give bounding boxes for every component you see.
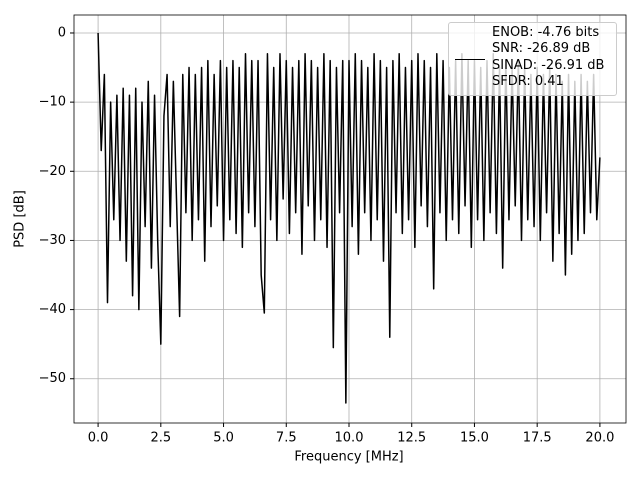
y-tick-label: −20 [39, 164, 66, 179]
y-tick-label: −50 [39, 371, 66, 386]
y-tick-label: 0 [58, 25, 66, 40]
y-tick-label: −30 [39, 233, 66, 248]
y-tick-label: −40 [39, 302, 66, 317]
x-tick-label: 0.0 [88, 431, 109, 446]
x-tick-label: 20.0 [585, 431, 614, 446]
x-axis-label: Frequency [MHz] [294, 450, 403, 465]
x-tick-label: 2.5 [150, 431, 171, 446]
x-tick-label: 5.0 [213, 431, 234, 446]
x-tick-label: 10.0 [335, 431, 364, 446]
y-tick-label: −10 [39, 95, 66, 110]
legend-line [455, 59, 485, 60]
plot-frame [73, 14, 627, 424]
x-tick-label: 7.5 [276, 431, 297, 446]
x-tick-label: 17.5 [523, 431, 552, 446]
x-tick-label: 15.0 [460, 431, 489, 446]
x-tick-label: 12.5 [397, 431, 426, 446]
data-line [97, 32, 601, 404]
legend: ENOB: -4.76 bits SNR: -26.89 dB SINAD: -… [448, 22, 617, 96]
legend-label: ENOB: -4.76 bits SNR: -26.89 dB SINAD: -… [492, 25, 605, 90]
y-axis-label: PSD [dB] [13, 190, 28, 248]
